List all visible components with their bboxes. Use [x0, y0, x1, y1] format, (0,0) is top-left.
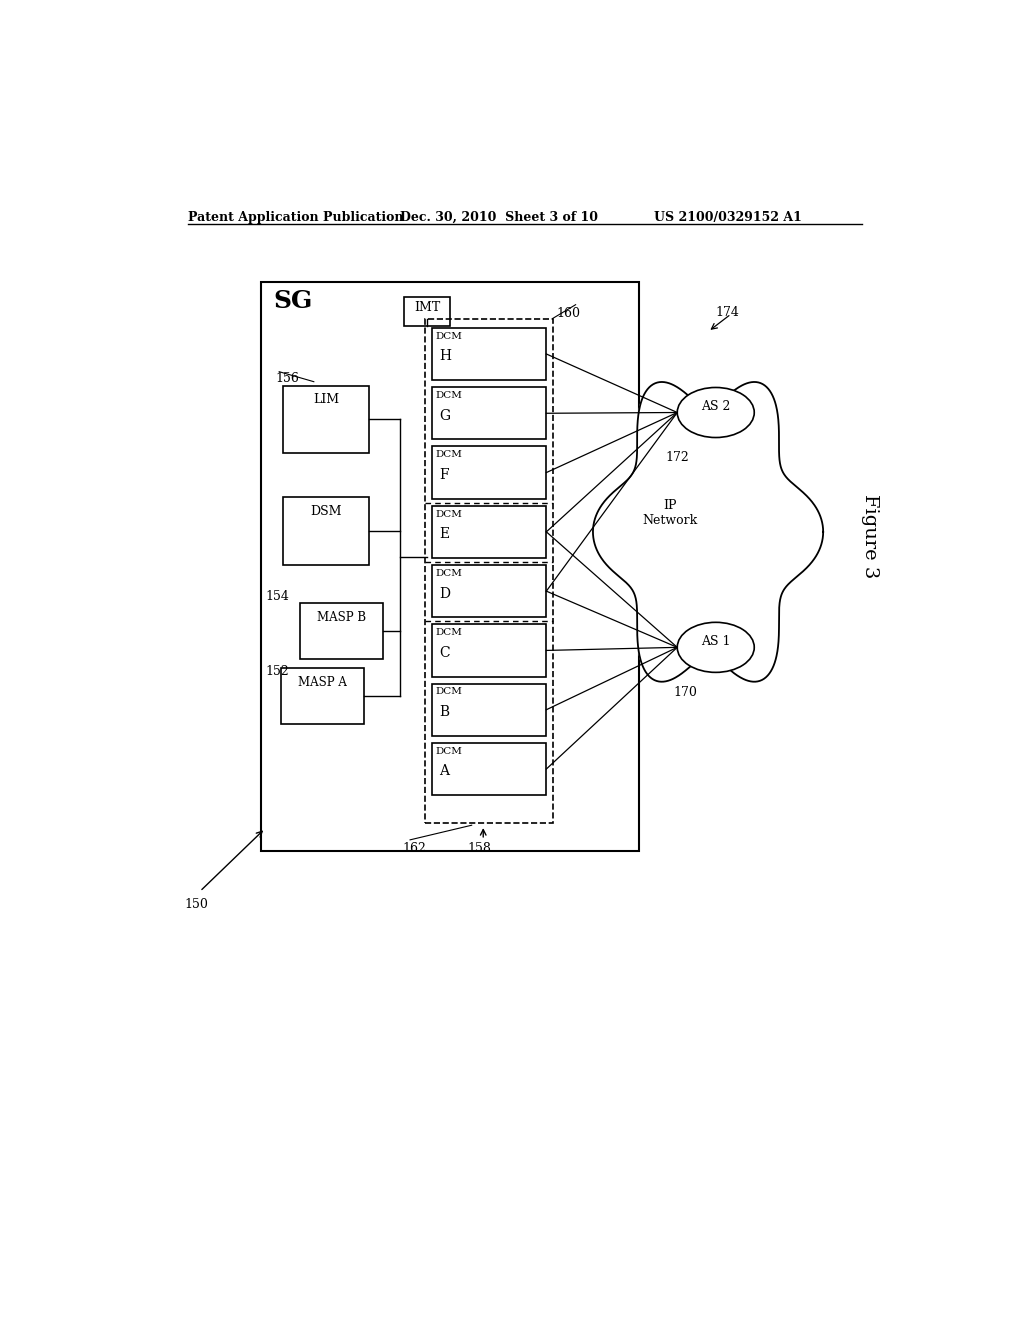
Text: DCM: DCM — [435, 510, 463, 519]
Polygon shape — [593, 381, 823, 681]
Text: DCM: DCM — [435, 391, 463, 400]
Text: F: F — [439, 469, 449, 482]
Bar — [283, 385, 370, 453]
Text: Figure 3: Figure 3 — [861, 494, 879, 578]
Text: 172: 172 — [666, 451, 689, 465]
Text: C: C — [439, 645, 450, 660]
Text: H: H — [439, 350, 452, 363]
Text: AS 2: AS 2 — [701, 400, 730, 413]
Text: E: E — [439, 527, 450, 541]
Bar — [403, 297, 451, 326]
Text: US 2100/0329152 A1: US 2100/0329152 A1 — [654, 211, 802, 224]
Text: D: D — [439, 586, 451, 601]
Text: 174: 174 — [716, 306, 739, 319]
Bar — [432, 565, 547, 618]
Bar — [432, 624, 547, 677]
Bar — [432, 446, 547, 499]
Text: 156: 156 — [275, 372, 299, 384]
Bar — [432, 743, 547, 795]
Text: DCM: DCM — [435, 331, 463, 341]
Text: 160: 160 — [556, 308, 581, 319]
Text: DCM: DCM — [435, 688, 463, 697]
Text: B: B — [439, 705, 450, 719]
Text: Patent Application Publication: Patent Application Publication — [188, 211, 403, 224]
Bar — [432, 506, 547, 558]
Text: DSM: DSM — [310, 506, 342, 517]
Text: 150: 150 — [184, 898, 208, 911]
Text: MASP B: MASP B — [317, 611, 367, 624]
Ellipse shape — [677, 622, 755, 672]
Text: 162: 162 — [402, 842, 426, 855]
Text: IMT: IMT — [414, 301, 440, 314]
Text: G: G — [439, 409, 451, 422]
Bar — [432, 327, 547, 380]
Text: 154: 154 — [265, 590, 289, 603]
Text: DCM: DCM — [435, 569, 463, 578]
Bar — [281, 668, 364, 723]
Text: Dec. 30, 2010  Sheet 3 of 10: Dec. 30, 2010 Sheet 3 of 10 — [400, 211, 598, 224]
Bar — [432, 387, 547, 440]
Text: AS 1: AS 1 — [701, 635, 730, 648]
Text: 152: 152 — [265, 665, 289, 678]
Text: DCM: DCM — [435, 450, 463, 459]
Text: 158: 158 — [468, 842, 492, 855]
Bar — [432, 684, 547, 737]
Text: MASP A: MASP A — [298, 676, 347, 689]
Bar — [283, 498, 370, 565]
Text: DCM: DCM — [435, 747, 463, 755]
Ellipse shape — [677, 388, 755, 437]
Bar — [261, 281, 639, 851]
Bar — [300, 603, 383, 659]
Text: LIM: LIM — [313, 393, 339, 407]
Text: SG: SG — [273, 289, 312, 313]
Text: A: A — [439, 764, 450, 779]
Text: DCM: DCM — [435, 628, 463, 638]
Bar — [425, 318, 553, 822]
Text: 170: 170 — [674, 686, 697, 698]
Text: IP
Network: IP Network — [642, 499, 697, 527]
